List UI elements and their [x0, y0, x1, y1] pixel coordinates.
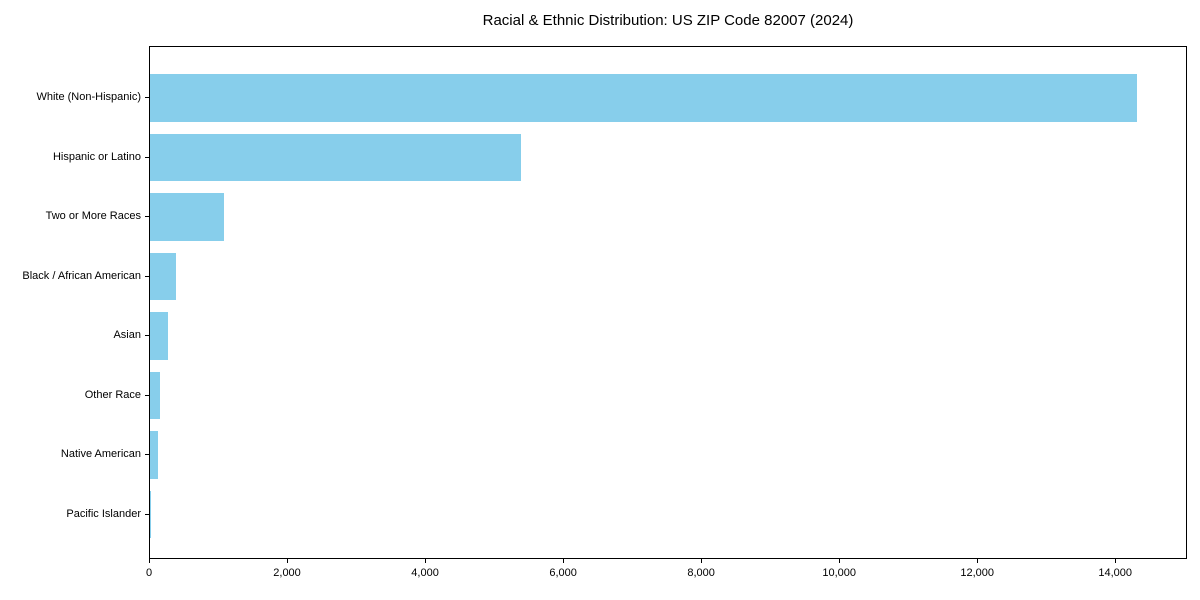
y-tick	[145, 156, 149, 158]
y-tick-label: Asian	[113, 329, 141, 341]
y-tick	[145, 394, 149, 396]
x-tick-label: 4,000	[411, 567, 439, 579]
y-tick-label: Native American	[60, 448, 141, 460]
bar	[150, 133, 522, 182]
bar	[150, 371, 160, 420]
x-tick	[977, 559, 979, 563]
bar	[150, 193, 224, 241]
bar	[150, 252, 176, 301]
bar	[150, 490, 151, 539]
chart-title: Racial & Ethnic Distribution: US ZIP Cod…	[482, 12, 854, 29]
y-tick	[145, 335, 149, 336]
y-tick-label: Other Race	[84, 388, 141, 401]
bar	[150, 431, 158, 479]
x-tick-label: 2,000	[273, 567, 301, 579]
x-tick	[149, 559, 150, 563]
y-tick-label: Black / African American	[22, 269, 141, 282]
x-tick-label: 8,000	[687, 567, 715, 579]
y-tick	[145, 513, 149, 515]
y-tick-label: Pacific Islander	[66, 507, 141, 520]
x-tick	[563, 559, 565, 563]
y-tick	[145, 216, 149, 217]
x-tick	[701, 559, 703, 563]
x-tick	[1115, 559, 1117, 563]
y-tick-label: Hispanic or Latino	[52, 150, 141, 163]
y-tick	[145, 454, 149, 455]
x-tick	[425, 559, 427, 563]
x-tick-label: 12,000	[960, 567, 995, 579]
y-tick	[145, 275, 149, 277]
y-tick-label: White (Non-Hispanic)	[36, 91, 141, 103]
bar	[150, 312, 168, 360]
x-tick-label: 10,000	[822, 567, 856, 579]
x-tick-label: 14,000	[1098, 567, 1133, 579]
x-tick-label: 0	[145, 567, 153, 579]
x-tick	[287, 559, 289, 563]
x-tick	[839, 559, 841, 563]
plot-area	[149, 46, 1187, 559]
bar	[150, 74, 1137, 122]
x-tick-label: 6,000	[549, 567, 577, 579]
y-tick-label: Two or More Races	[45, 210, 141, 222]
y-tick	[145, 97, 149, 98]
